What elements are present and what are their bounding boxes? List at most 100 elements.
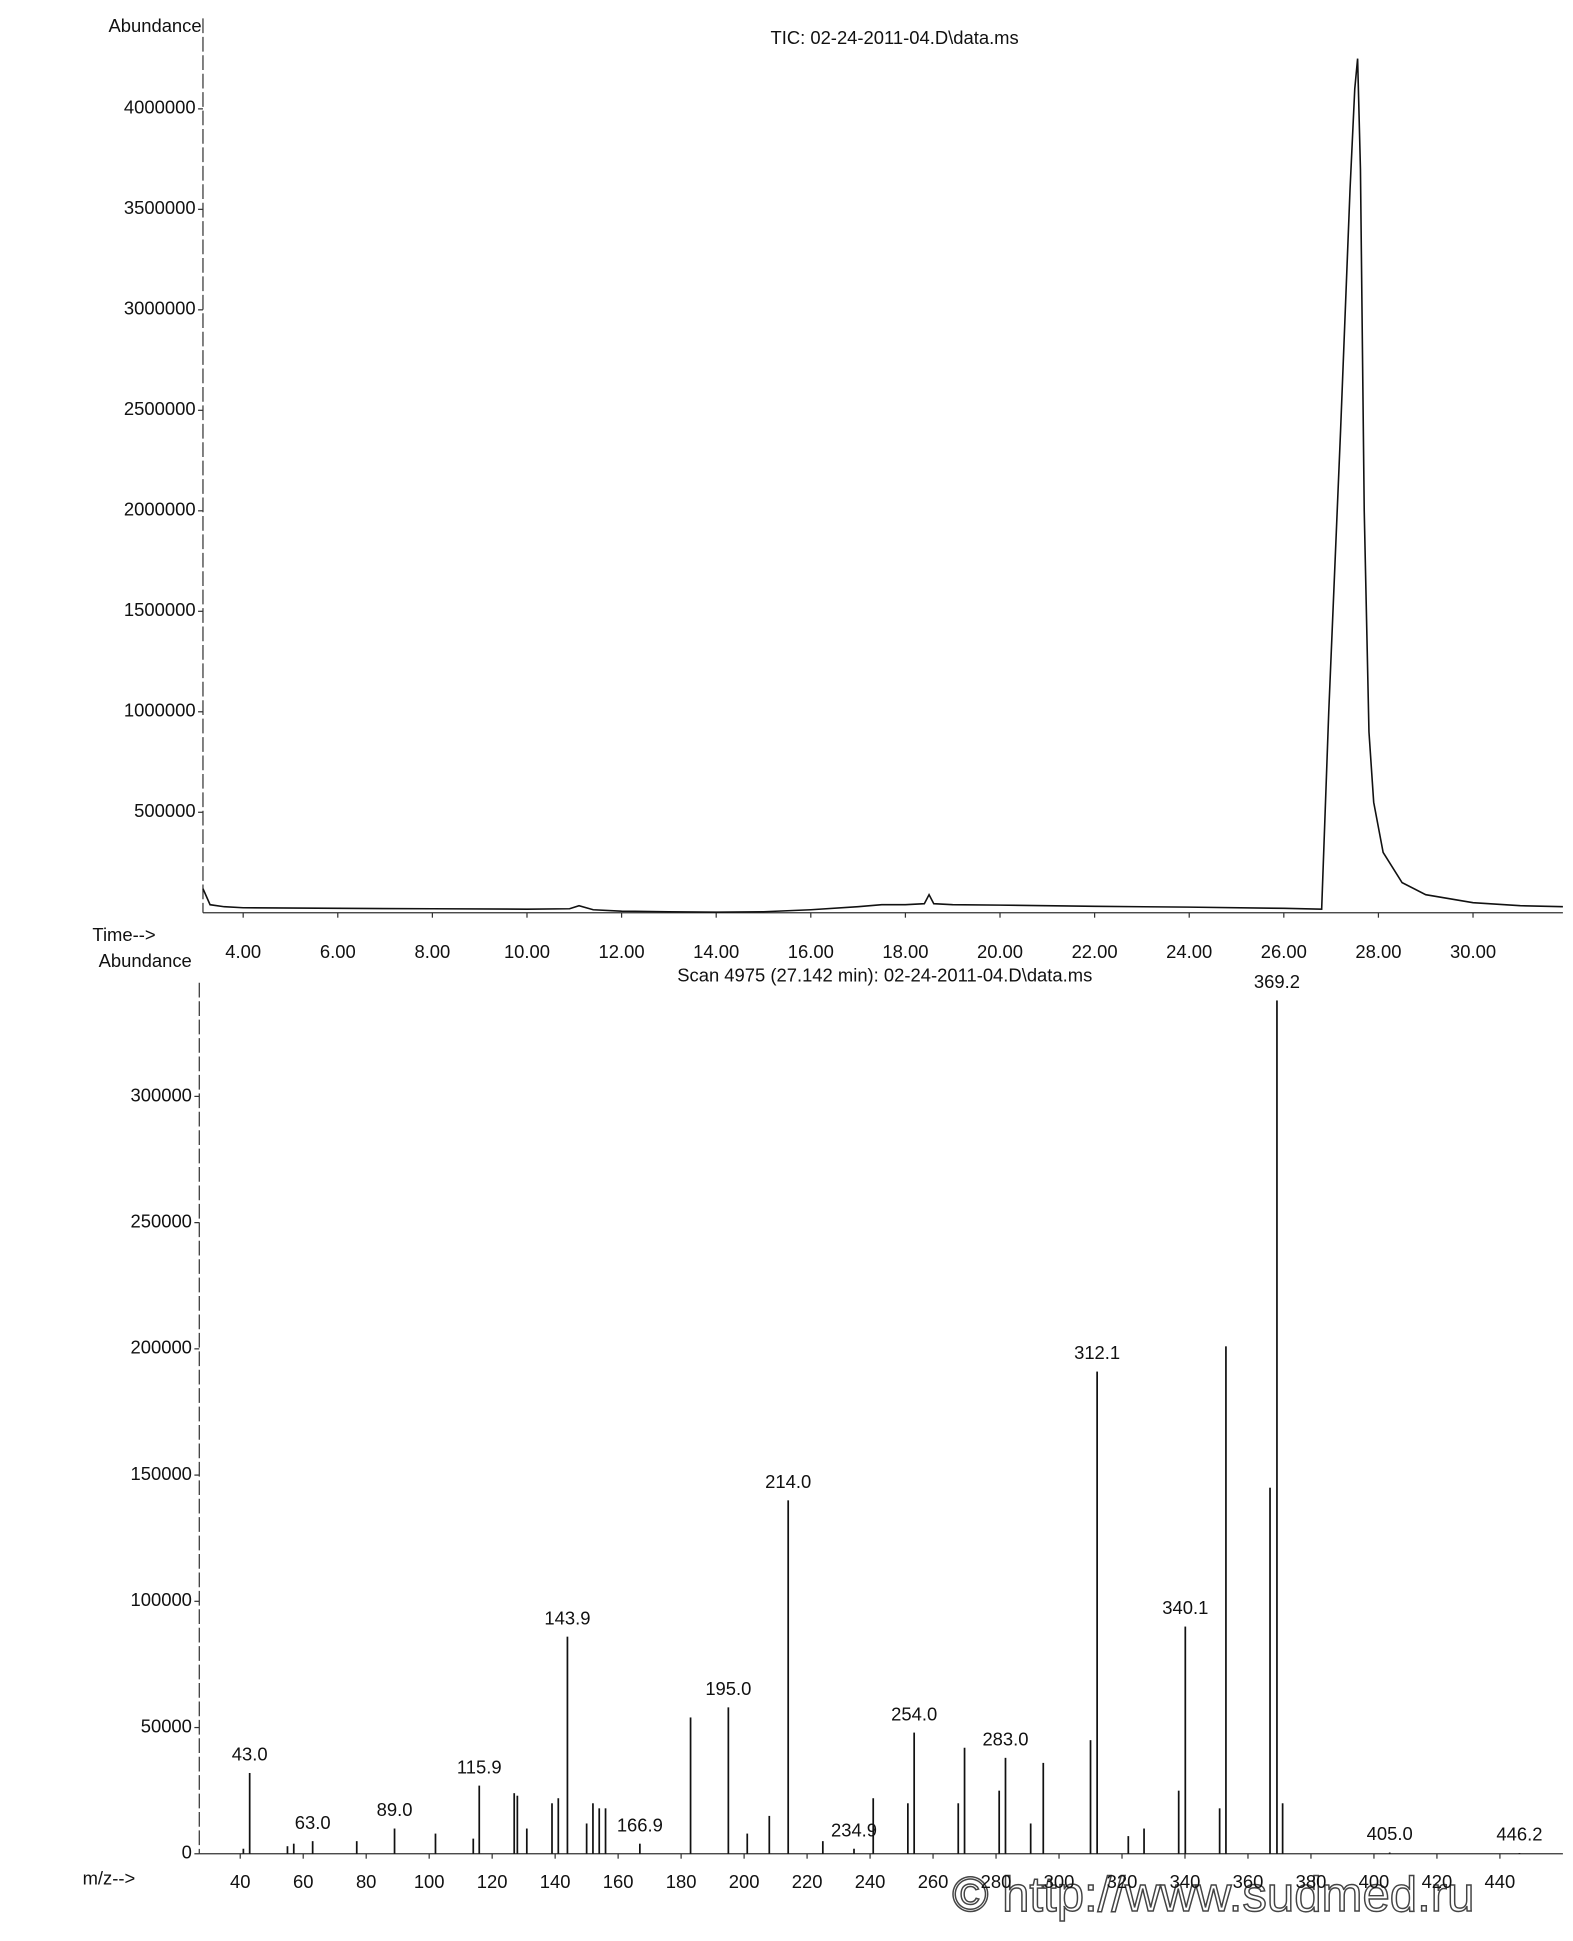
peak-label: 340.1 [1162, 1597, 1208, 1618]
y-tick-label: 2500000 [124, 398, 196, 419]
peak [1218, 1808, 1221, 1854]
chart-title: Scan 4975 (27.142 min): 02-24-2011-04.D\… [677, 965, 1092, 986]
peak [787, 1500, 790, 1854]
y-tick-label: 250000 [130, 1210, 191, 1231]
peak [566, 1636, 569, 1854]
peak [292, 1843, 295, 1854]
peak [913, 1732, 916, 1854]
peak-label: 254.0 [891, 1703, 937, 1724]
y-tick-label: 500000 [134, 800, 195, 821]
x-tick-label: 4.00 [225, 941, 261, 962]
x-tick-label: 220 [792, 1871, 823, 1892]
peak [311, 1841, 314, 1854]
peak-label: 89.0 [377, 1799, 413, 1820]
x-tick-label: 100 [414, 1871, 445, 1892]
peak [516, 1795, 519, 1854]
x-axis-label: Time--> [92, 924, 155, 945]
peak-label: 405.0 [1367, 1823, 1413, 1844]
peak [557, 1798, 560, 1854]
x-tick-label: 400 [1359, 1871, 1390, 1892]
x-tick-label: 200 [729, 1871, 760, 1892]
x-tick-label: 20.00 [977, 941, 1023, 962]
x-tick-label: 14.00 [693, 941, 739, 962]
peak-label: 312.1 [1074, 1342, 1120, 1363]
peak-label: 446.2 [1496, 1824, 1542, 1845]
y-axis-label: Abundance [99, 950, 192, 971]
peak [1184, 1626, 1187, 1854]
x-tick-label: 8.00 [414, 941, 450, 962]
y-tick-label: 2000000 [124, 499, 196, 520]
chart-title: TIC: 02-24-2011-04.D\data.ms [770, 27, 1018, 48]
peak [1143, 1828, 1145, 1854]
x-tick-label: 28.00 [1355, 941, 1401, 962]
x-tick-label: 80 [356, 1871, 376, 1892]
x-tick-label: 40 [230, 1871, 250, 1892]
peak [393, 1828, 396, 1854]
x-tick-label: 360 [1233, 1871, 1264, 1892]
y-tick-label: 200000 [130, 1337, 191, 1358]
watermark: © http://www.sudmed.ru [952, 1868, 1474, 1922]
peak-label: 369.2 [1254, 971, 1300, 992]
x-tick-label: 340 [1170, 1871, 1201, 1892]
peak [1269, 1487, 1271, 1854]
peak-label: 43.0 [232, 1744, 268, 1765]
x-tick-label: 380 [1296, 1871, 1327, 1892]
peak [598, 1808, 601, 1854]
peak [727, 1707, 730, 1854]
x-tick-label: 120 [477, 1871, 508, 1892]
peak [689, 1717, 692, 1854]
peak-label: 143.9 [544, 1607, 590, 1628]
peak-label: 214.0 [765, 1471, 811, 1492]
peak [525, 1828, 528, 1854]
y-tick-label: 100000 [130, 1589, 191, 1610]
peak [242, 1848, 245, 1854]
x-tick-label: 22.00 [1072, 941, 1118, 962]
peak [585, 1823, 588, 1854]
peak [1177, 1790, 1180, 1854]
peak [768, 1815, 771, 1854]
y-tick-label: 3000000 [124, 298, 196, 319]
y-tick-label: 50000 [141, 1715, 192, 1736]
peak [1281, 1803, 1284, 1854]
peak [1042, 1762, 1045, 1854]
y-axis-label: Abundance [108, 15, 201, 36]
peak-label: 115.9 [457, 1756, 502, 1777]
y-tick-label: 3500000 [124, 197, 196, 218]
peak [907, 1803, 909, 1854]
x-tick-label: 60 [293, 1871, 313, 1892]
peak [853, 1848, 855, 1854]
x-tick-label: 18.00 [882, 941, 928, 962]
peak [1029, 1823, 1032, 1854]
peak [513, 1793, 516, 1854]
x-tick-label: 240 [855, 1871, 886, 1892]
x-tick-label: 440 [1485, 1871, 1516, 1892]
x-tick-label: 260 [918, 1871, 949, 1892]
peak-label: 283.0 [982, 1729, 1028, 1750]
x-axis-label: m/z--> [83, 1867, 136, 1888]
peak-label: 63.0 [295, 1812, 331, 1833]
peak-label: 195.0 [705, 1678, 751, 1699]
x-tick-label: 16.00 [788, 941, 834, 962]
peak [286, 1846, 289, 1854]
peak [604, 1808, 607, 1854]
peak [998, 1790, 1001, 1854]
y-tick-label: 4000000 [124, 97, 196, 118]
peak [355, 1841, 358, 1854]
peak [1225, 1346, 1227, 1854]
x-tick-label: 30.00 [1450, 941, 1496, 962]
peak [639, 1843, 641, 1854]
y-tick-label: 1500000 [124, 599, 196, 620]
x-tick-label: 10.00 [504, 941, 550, 962]
y-tick-label: 300000 [130, 1084, 191, 1105]
peak-label: 166.9 [617, 1814, 663, 1835]
x-tick-label: 180 [666, 1871, 697, 1892]
peak [1004, 1757, 1007, 1854]
peak [963, 1747, 966, 1854]
tic-line [202, 58, 1563, 913]
y-tick-label: 150000 [130, 1463, 191, 1484]
peak [248, 1772, 251, 1854]
x-tick-label: 320 [1107, 1871, 1138, 1892]
peak [1518, 1853, 1521, 1854]
peak [592, 1803, 594, 1854]
x-tick-label: 280 [981, 1871, 1012, 1892]
